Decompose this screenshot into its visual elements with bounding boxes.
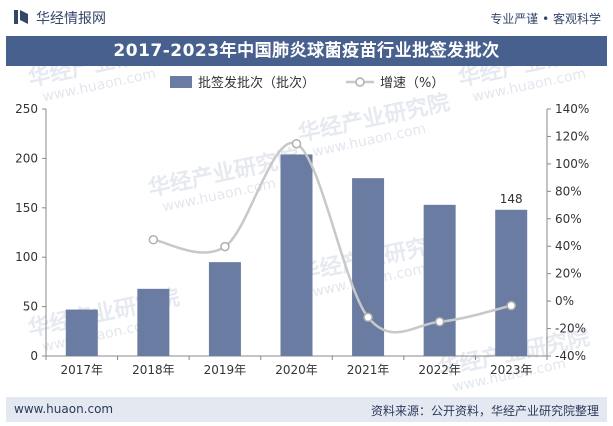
chart-title: 2017-2023年中国肺炎球菌疫苗行业批签发批次 xyxy=(6,36,607,66)
right-tick-label: 140% xyxy=(555,102,589,116)
right-tick-label: 100% xyxy=(555,157,589,171)
left-tick-label: 150 xyxy=(15,201,38,215)
bar xyxy=(352,178,385,356)
brand-logo-icon xyxy=(14,10,28,24)
legend-line-marker xyxy=(355,77,365,87)
legend: 批签发批次（批次） 增速（%） xyxy=(170,75,444,91)
bar xyxy=(423,204,456,356)
left-tick-label: 250 xyxy=(15,102,38,116)
growth-point xyxy=(291,138,302,149)
bar xyxy=(65,309,98,356)
slogan: 专业严谨 • 客观科学 xyxy=(490,12,601,26)
right-tick-label: -40% xyxy=(555,349,586,363)
chart: 华经产业研究院www.huaon.com华经产业研究院www.huaon.com… xyxy=(15,66,612,395)
bar xyxy=(280,154,313,356)
right-tick-label: -20% xyxy=(555,322,586,336)
footer-source: 资料来源：公开资料，华经产业研究院整理 xyxy=(370,404,599,418)
x-tick-label: 2017年 xyxy=(61,363,104,377)
x-tick-label: 2023年 xyxy=(490,363,533,377)
growth-point xyxy=(434,316,445,327)
x-tick-label: 2021年 xyxy=(347,363,390,377)
left-tick-label: 50 xyxy=(23,300,38,314)
left-tick-label: 0 xyxy=(30,349,38,363)
legend-bar-label: 批签发批次（批次） xyxy=(198,75,315,91)
tick-labels: 0 50 100 150 200 250 -40% -20% 0% 20% 40% 60% 80% 100… xyxy=(15,102,589,377)
footer-url: www.huaon.com xyxy=(14,402,114,416)
footer: www.huaon.com 资料来源：公开资料，华经产业研究院整理 xyxy=(6,397,607,422)
legend-line-label: 增速（%） xyxy=(380,76,444,91)
legend-bar-swatch xyxy=(170,76,192,88)
x-tick-label: 2020年 xyxy=(275,363,318,377)
right-tick-label: 20% xyxy=(555,267,582,281)
left-tick-label: 100 xyxy=(15,250,38,264)
growth-point xyxy=(506,300,516,311)
right-tick-label: 120% xyxy=(555,129,589,143)
bar-data-label: 148 xyxy=(500,192,523,206)
bar xyxy=(137,288,170,356)
growth-point xyxy=(148,235,159,245)
header: 华经情报网 专业严谨 • 客观科学 xyxy=(0,0,613,34)
right-tick-label: 0% xyxy=(555,294,574,308)
bar xyxy=(208,262,241,356)
line-series xyxy=(148,138,516,334)
left-tick-label: 200 xyxy=(15,151,38,165)
x-tick-label: 2019年 xyxy=(204,363,247,377)
bar xyxy=(495,209,528,356)
right-tick-label: 60% xyxy=(555,212,582,226)
growth-point xyxy=(220,241,230,252)
right-tick-label: 80% xyxy=(555,184,582,198)
x-tick-label: 2022年 xyxy=(418,363,461,377)
brand-name: 华经情报网 xyxy=(36,11,106,27)
growth-point xyxy=(363,312,373,323)
x-tick-label: 2018年 xyxy=(132,363,175,377)
right-tick-label: 40% xyxy=(555,239,582,253)
